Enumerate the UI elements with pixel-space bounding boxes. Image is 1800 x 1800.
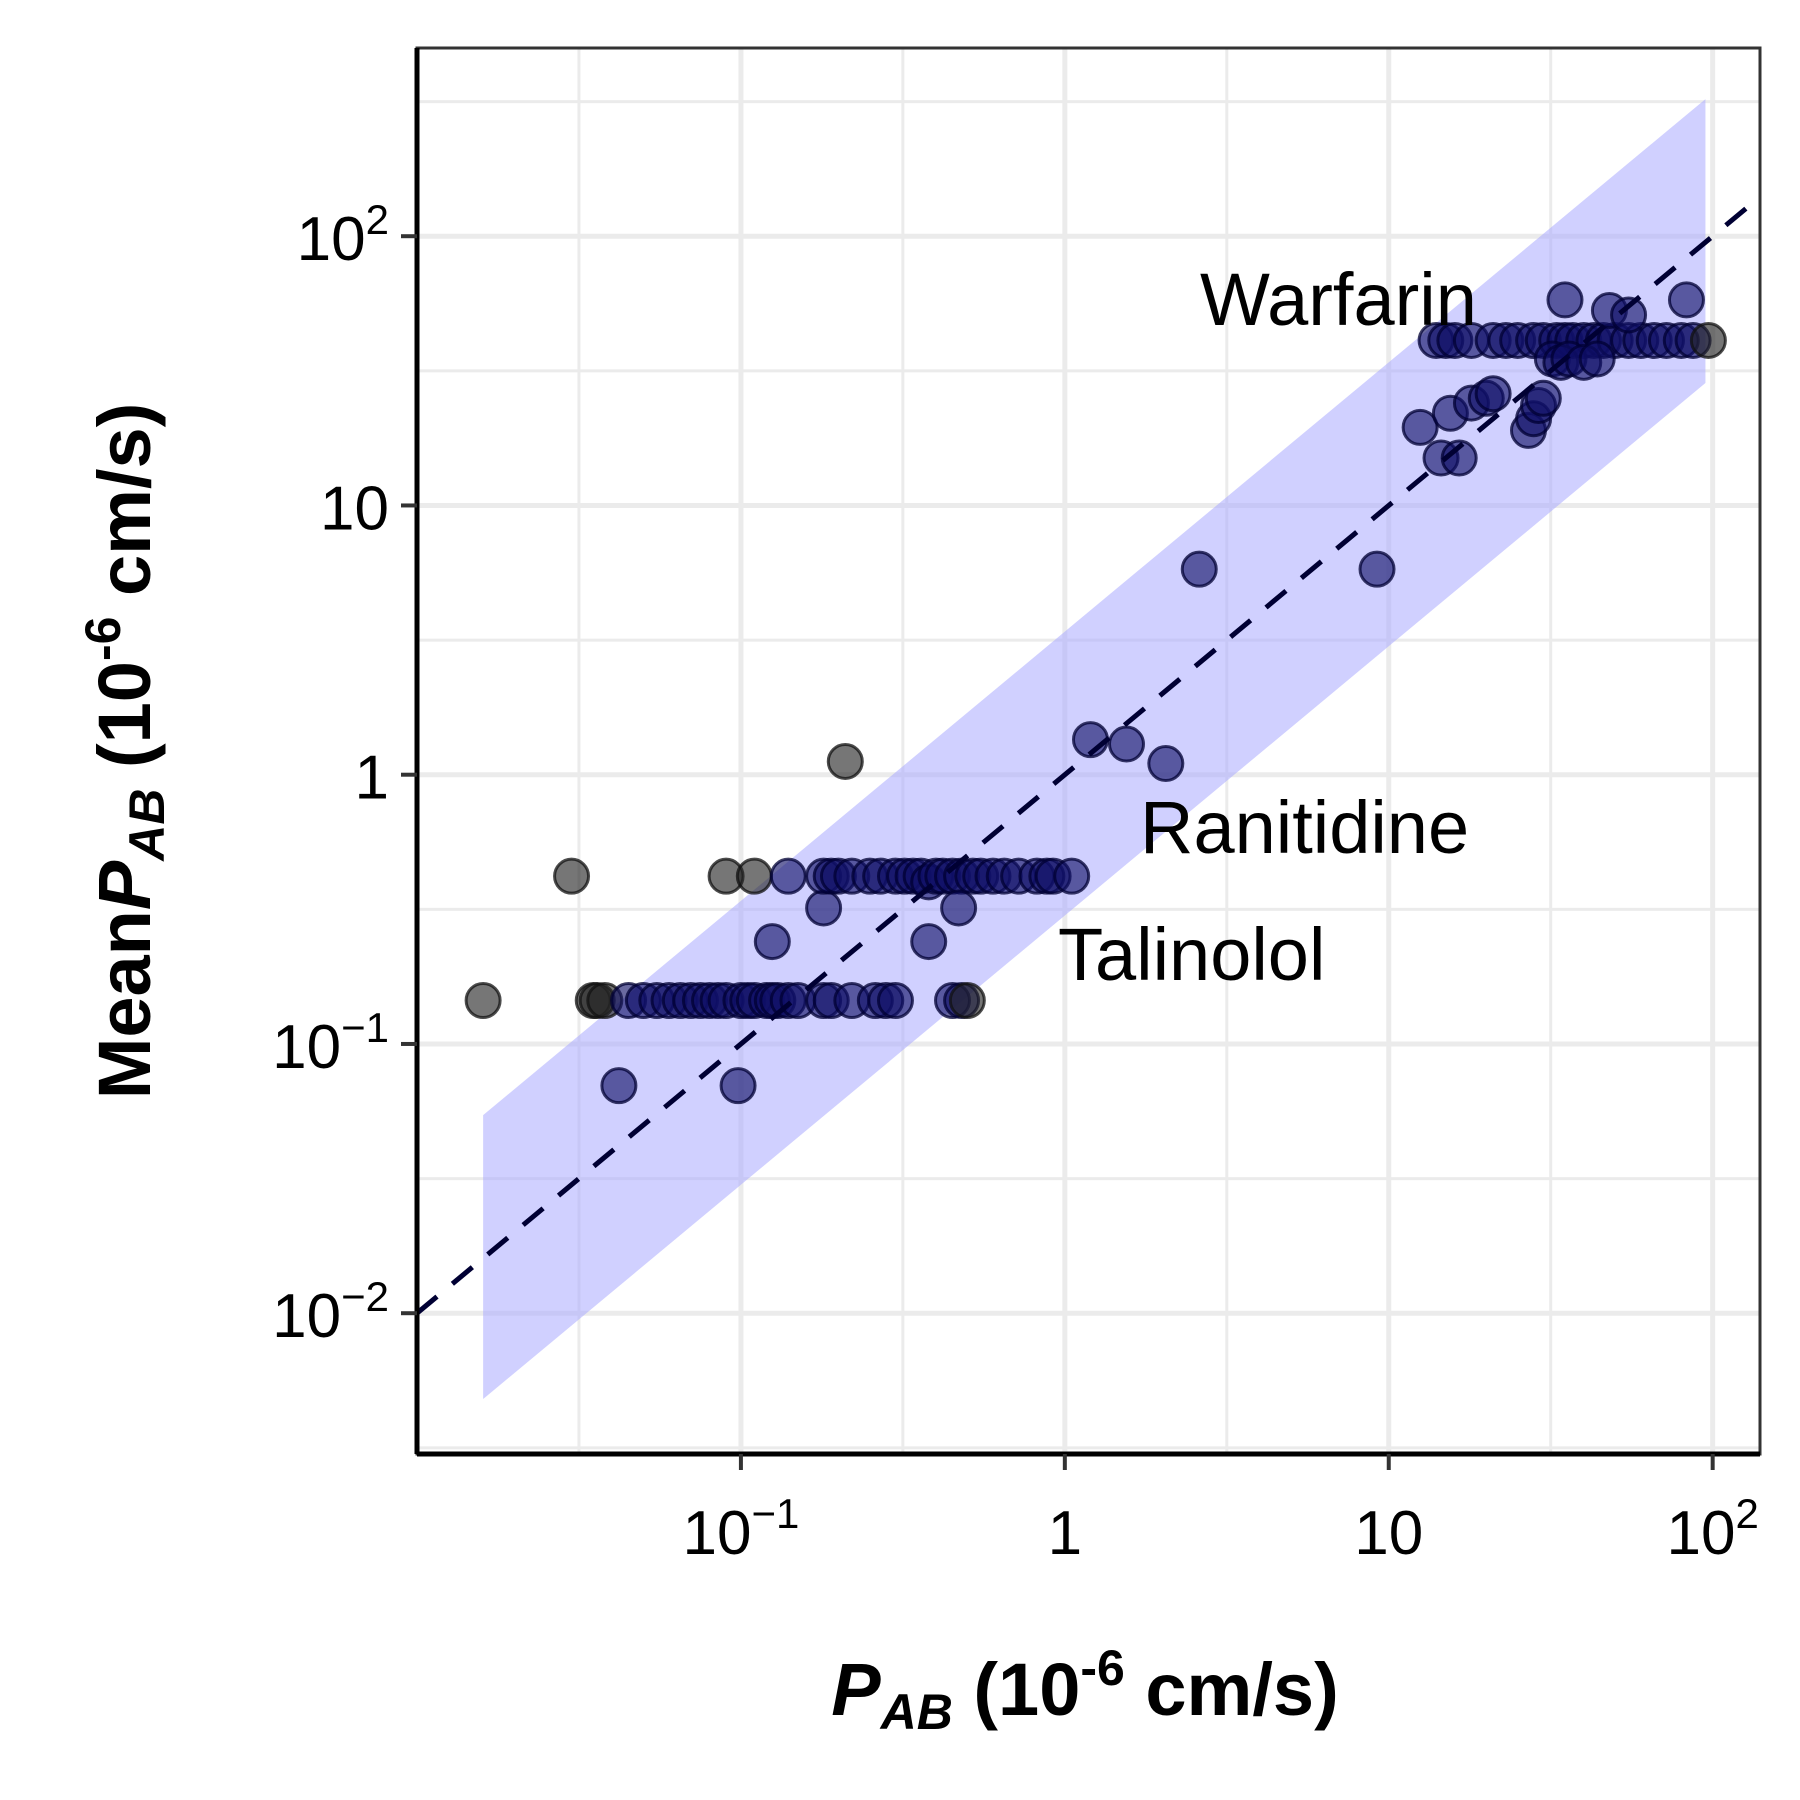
annotation-ranitidine: Ranitidine — [1140, 786, 1469, 869]
data-point — [948, 982, 986, 1020]
identity-line — [415, 194, 1762, 1316]
data-point — [1401, 408, 1439, 446]
data-point — [826, 742, 864, 780]
annotation-warfarin: Warfarin — [1200, 258, 1477, 341]
x-tick-label: 102 — [1667, 1490, 1759, 1568]
y-tick-label: 10−1 — [272, 1004, 389, 1082]
data-point — [1107, 725, 1145, 763]
data-point — [876, 982, 914, 1020]
y-axis-title: MeanPAB (10-6 cm/s) — [75, 403, 175, 1100]
data-point — [1358, 550, 1396, 588]
data-point — [1180, 550, 1218, 588]
x-tick-label: 10 — [1354, 1499, 1423, 1568]
data-point — [735, 857, 773, 895]
identity-dashed-line — [415, 194, 1762, 1316]
y-axis-ticks: 10−2 10−1 1 10 102 — [272, 196, 417, 1351]
data-point — [1610, 296, 1648, 334]
data-point — [553, 857, 591, 895]
y-tick-label: 10 — [320, 474, 389, 543]
annotations: Warfarin Ranitidine Talinolol — [1058, 258, 1477, 996]
data-point — [1546, 281, 1584, 319]
data-point — [1578, 340, 1616, 378]
y-tick-label: 1 — [355, 744, 389, 813]
data-point — [1524, 379, 1562, 417]
y-tick-label: 10−2 — [272, 1273, 389, 1351]
data-point — [600, 1067, 638, 1105]
data-point — [1053, 857, 1091, 895]
data-point — [1147, 745, 1185, 783]
data-point — [753, 923, 791, 961]
data-point — [1689, 321, 1727, 359]
x-tick-label: 10−1 — [682, 1490, 799, 1568]
data-point — [910, 923, 948, 961]
data-point — [940, 889, 978, 927]
x-axis-title: PAB (10-6 cm/s) — [831, 1640, 1338, 1740]
x-tick-label: 1 — [1048, 1499, 1082, 1568]
data-point — [805, 889, 843, 927]
data-point — [1474, 375, 1512, 413]
data-point — [1667, 281, 1705, 319]
data-point — [719, 1067, 757, 1105]
y-tick-label: 102 — [297, 196, 389, 274]
data-point — [769, 857, 807, 895]
data-point — [464, 982, 502, 1020]
x-axis-ticks: 10−1 1 10 102 — [682, 1454, 1759, 1568]
annotation-talinolol: Talinolol — [1058, 913, 1325, 996]
